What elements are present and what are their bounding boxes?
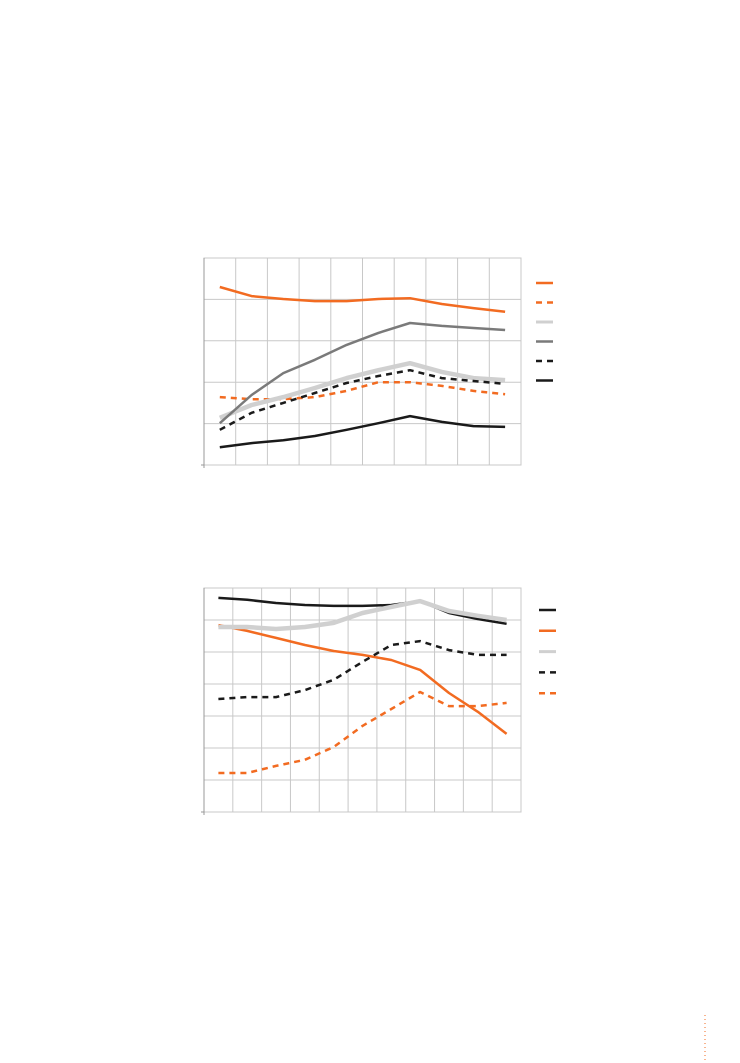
series-line bbox=[218, 690, 507, 775]
series-line bbox=[218, 596, 507, 626]
series-line bbox=[219, 414, 506, 449]
series-line bbox=[219, 285, 506, 314]
series-line bbox=[218, 321, 506, 425]
series-line bbox=[218, 639, 507, 701]
series-line bbox=[218, 360, 506, 420]
series-line bbox=[218, 623, 508, 735]
plot-area bbox=[203, 587, 522, 813]
series-line bbox=[218, 598, 507, 632]
